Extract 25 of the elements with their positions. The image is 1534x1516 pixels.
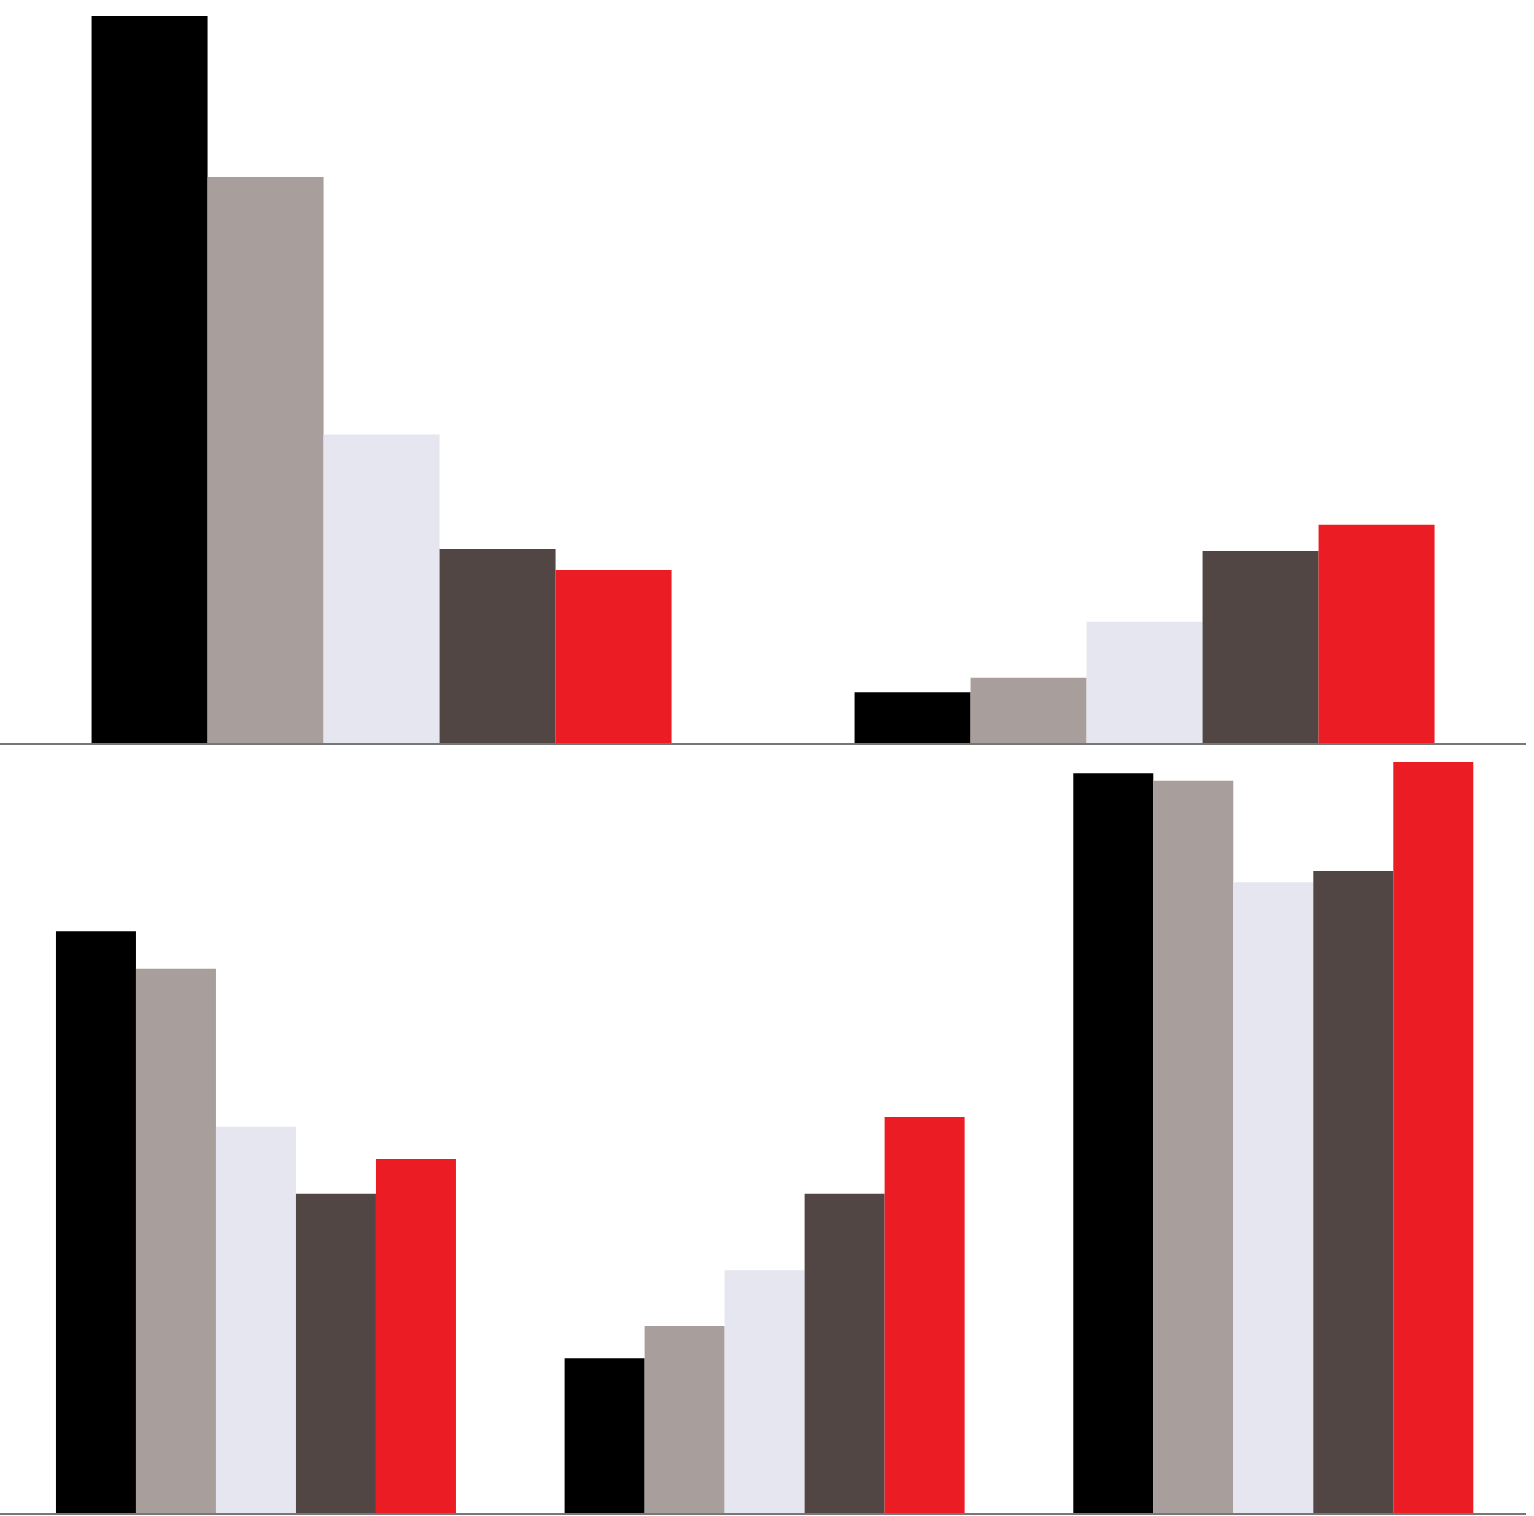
bar [1153,780,1234,1514]
bar [1073,773,1154,1514]
bar [1202,551,1319,744]
bar [884,1116,965,1514]
bar [644,1326,725,1514]
bar [215,1126,296,1514]
bar [1318,524,1435,744]
bar [55,931,136,1514]
bar [1393,762,1474,1514]
bar [1313,871,1394,1514]
bar [1233,882,1314,1514]
bar [555,570,672,744]
bar [564,1358,645,1514]
bar [439,548,556,744]
bar [207,176,324,744]
bar [1086,621,1203,744]
bar [323,434,440,744]
bar [135,968,216,1514]
bar [375,1159,456,1514]
bar [854,692,971,744]
bar [295,1193,376,1514]
bar [724,1270,805,1514]
bar [970,677,1087,744]
bar [91,16,208,744]
bar [804,1193,885,1514]
